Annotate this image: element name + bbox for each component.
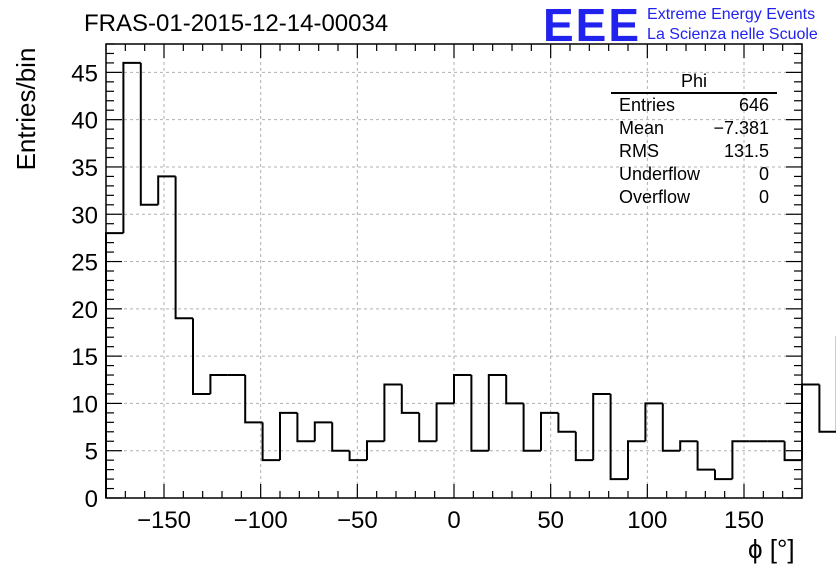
y-tick-label: 35	[71, 155, 98, 182]
axis-ticks	[105, 43, 803, 499]
x-tick-label: 0	[447, 507, 460, 534]
histogram-bin	[679, 440, 698, 451]
histogram-bin	[574, 431, 594, 462]
histogram-bin	[592, 392, 611, 461]
histogram-bin	[400, 384, 420, 414]
histogram-bin	[348, 450, 367, 462]
histogram-bin	[731, 440, 750, 480]
x-tick-label: 150	[724, 507, 764, 534]
histogram-bin	[801, 383, 820, 461]
stats-label: Mean	[619, 118, 665, 138]
histogram-bin	[383, 383, 402, 442]
stats-value: 131.5	[723, 141, 769, 161]
histogram-bin	[435, 402, 454, 442]
histogram-bin	[644, 402, 663, 442]
y-tick-label: 10	[71, 391, 98, 418]
histogram-bin	[331, 422, 350, 452]
x-tick-label: −50	[337, 507, 378, 534]
y-tick-label: 5	[85, 439, 98, 466]
stats-row-entries: Entries 646	[611, 94, 777, 117]
y-tick-label: 45	[71, 60, 98, 87]
stats-row-underflow: Underflow 0	[611, 163, 777, 186]
histogram-bin	[122, 61, 141, 234]
x-tick-label: −150	[137, 507, 191, 534]
histogram-bin	[244, 375, 263, 424]
histogram-bin	[487, 374, 507, 451]
logo-mark: EEE	[543, 0, 642, 51]
histogram-bin	[609, 393, 628, 481]
stats-value: −7.381	[713, 118, 769, 138]
tick-labels: −150 −100 −50 0 50 100 150 0 5 10 15 20 25 30 35 40 45	[71, 60, 764, 534]
stats-box: Phi Entries 646 Mean −7.381 RMS 131.5 Un…	[611, 70, 777, 209]
y-tick-label: 0	[85, 486, 98, 513]
y-tick-label: 20	[71, 297, 98, 324]
histogram-bin	[470, 375, 489, 452]
eee-logo: EEE Extreme Energy Events La Scienza nel…	[543, 2, 818, 48]
histogram-bin	[261, 422, 280, 462]
stats-label: Underflow	[619, 164, 701, 184]
stats-row-mean: Mean −7.381	[611, 117, 777, 140]
histogram-bin	[418, 412, 437, 443]
histogram-bin	[540, 411, 559, 451]
histogram-bin	[139, 62, 159, 206]
histogram-bin	[818, 384, 836, 433]
x-axis-label: ϕ [°]	[748, 534, 795, 564]
x-tick-label: 100	[627, 507, 667, 534]
histogram-bin	[453, 374, 472, 404]
y-tick-label: 15	[71, 344, 98, 371]
y-axis-label: Entries/bin	[11, 47, 41, 171]
histogram-bin	[505, 375, 524, 405]
histogram-bin	[174, 176, 193, 320]
histogram-bin	[296, 412, 315, 443]
histogram-bin	[192, 318, 211, 395]
histogram-bin	[661, 403, 681, 452]
logo-line-2: La Scienza nelle Scuole	[647, 26, 818, 43]
y-tick-label: 40	[71, 108, 98, 135]
grid-lines	[106, 44, 802, 498]
histogram-bin	[714, 469, 733, 481]
stats-value: 0	[758, 187, 769, 207]
run-title: FRAS-01-2015-12-14-00034	[84, 10, 389, 37]
histogram-bin	[696, 441, 715, 471]
histogram-bin	[627, 440, 646, 480]
histogram-bin	[557, 412, 576, 433]
y-axis-label-wrap: Entries/bin	[0, 0, 44, 572]
histogram-series	[105, 61, 836, 498]
x-tick-label: 50	[537, 507, 564, 534]
histogram-bin	[157, 175, 176, 205]
y-tick-label: 25	[71, 250, 98, 277]
histogram-bin	[522, 403, 541, 452]
stats-title: Phi	[611, 70, 777, 94]
histogram-bin	[366, 440, 385, 461]
histogram-bin	[209, 374, 228, 394]
histogram-bin	[279, 411, 298, 461]
stats-label: Overflow	[619, 187, 691, 207]
x-tick-label: −100	[234, 507, 288, 534]
logo-caption: Extreme Energy Events La Scienza nelle S…	[647, 5, 818, 45]
stats-label: RMS	[619, 141, 659, 161]
stats-row-rms: RMS 131.5	[611, 140, 777, 163]
stats-row-overflow: Overflow 0	[611, 186, 777, 209]
stats-label: Entries	[619, 95, 676, 115]
y-tick-label: 30	[71, 202, 98, 229]
stats-value: 0	[758, 164, 769, 184]
logo-line-1: Extreme Energy Events	[647, 6, 816, 23]
stats-value: 646	[738, 95, 769, 115]
histogram-bin	[313, 421, 333, 442]
